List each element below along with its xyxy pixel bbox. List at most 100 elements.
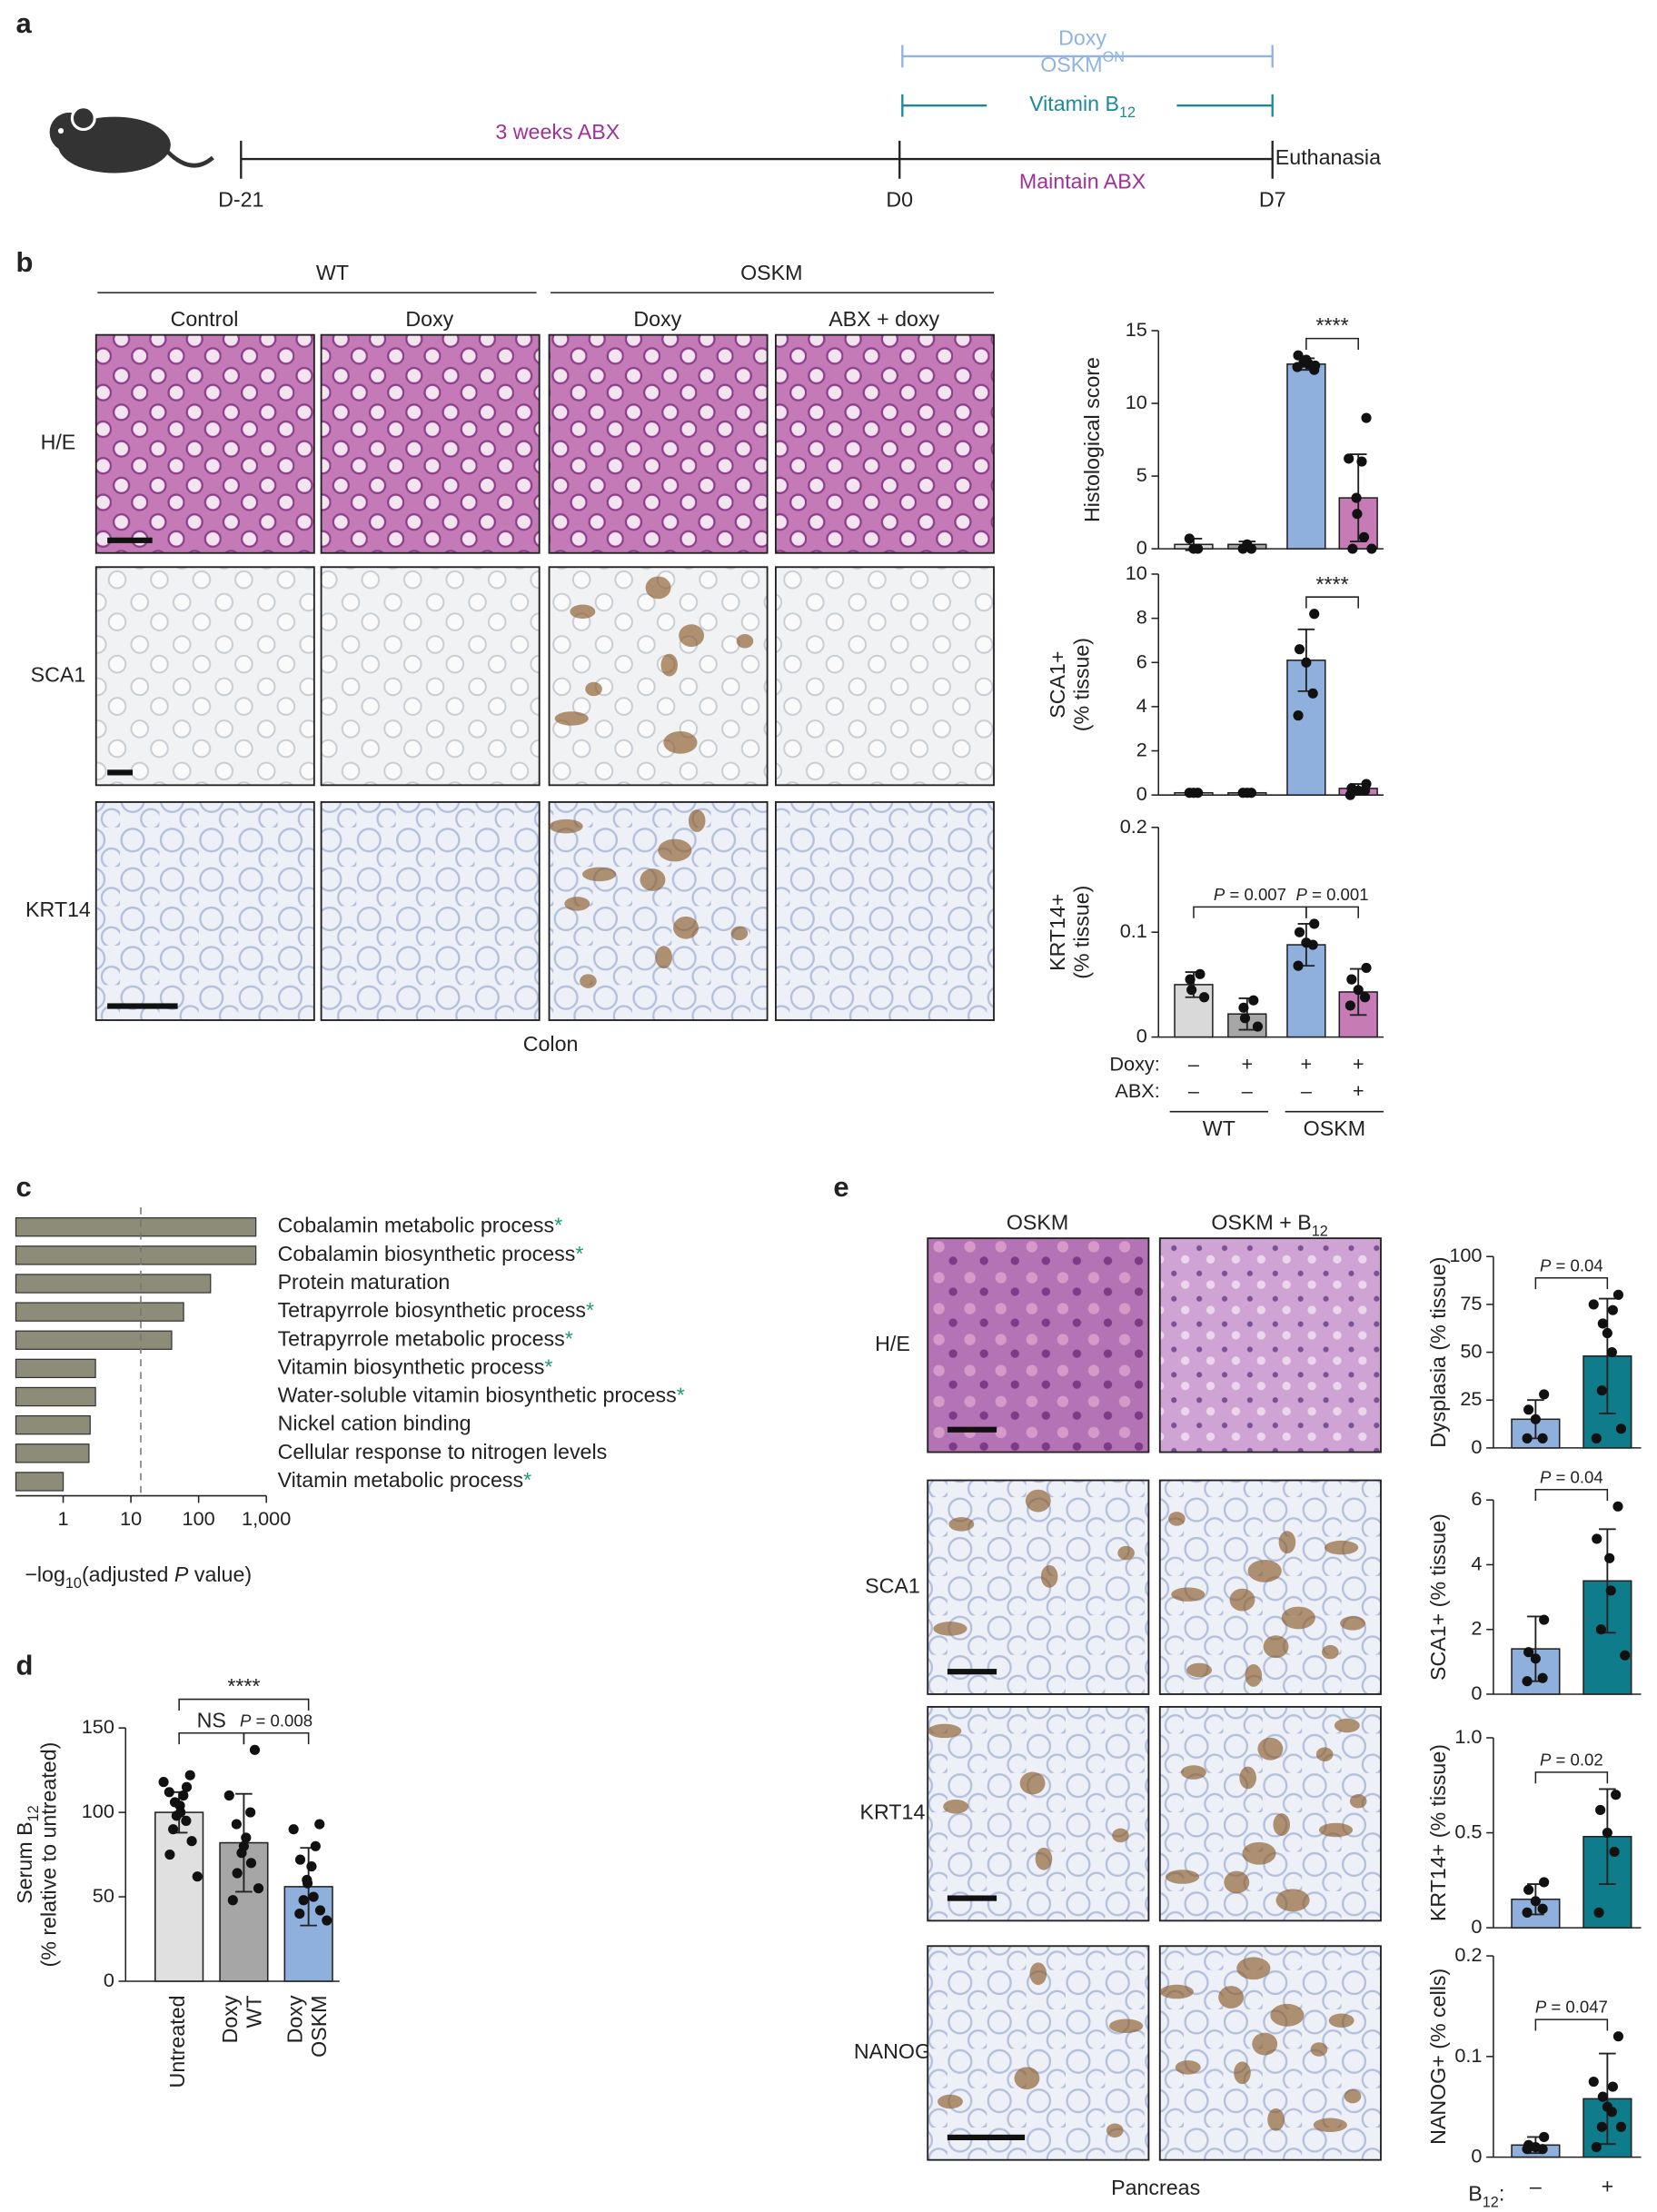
data-point (1301, 657, 1312, 668)
data-point (1344, 453, 1354, 464)
stain (928, 1723, 962, 1739)
stain (943, 1799, 969, 1814)
micrograph (774, 333, 995, 554)
data-point (1294, 644, 1305, 655)
data-point (249, 1744, 261, 1755)
data-point (1609, 1846, 1620, 1858)
y-tick-label: 2 (1471, 1616, 1482, 1639)
stain (1236, 1957, 1271, 1980)
data-point (1539, 2131, 1550, 2143)
y-axis-label: NANOG+ (% cells) (1426, 1969, 1450, 2145)
category-label: Vitamin metabolic process* (278, 1468, 532, 1492)
x-tick-label: Doxy (218, 1995, 242, 2043)
data-point (1593, 1907, 1604, 1918)
stain (554, 711, 589, 726)
bar (1286, 363, 1326, 550)
y-axis-label: Dysplasia (% tissue) (1426, 1256, 1450, 1447)
stain (1263, 1635, 1289, 1659)
data-point (164, 1849, 175, 1860)
stain (580, 974, 597, 988)
data-point (1595, 1804, 1606, 1816)
data-point (294, 1909, 305, 1919)
data-point (1604, 1552, 1615, 1563)
data-point (1537, 1672, 1548, 1683)
bar (15, 1217, 257, 1237)
y-tick-label: 4 (1471, 1552, 1482, 1574)
stain (660, 653, 679, 677)
data-point (184, 1770, 195, 1781)
bar (154, 1811, 204, 1982)
data-point (1620, 1650, 1631, 1661)
y-tick-label: 0 (1471, 1435, 1482, 1458)
data-point (1612, 1501, 1623, 1512)
category-label: Cellular response to nitrogen levels (278, 1440, 608, 1463)
stain (1029, 1962, 1047, 1986)
data-point (168, 1824, 179, 1835)
micrograph (1158, 1479, 1382, 1695)
bar (15, 1386, 96, 1407)
stain (1112, 1828, 1129, 1843)
data-point (1344, 1000, 1355, 1011)
data-point (1596, 1385, 1607, 1396)
y-tick-label: 0 (1136, 536, 1147, 559)
data-point (1595, 1624, 1606, 1635)
stain (1218, 1986, 1245, 2009)
data-point (1346, 974, 1357, 985)
significance-marker: * (523, 1468, 531, 1492)
condition-label: ABX: (1115, 1079, 1159, 1102)
data-point (1602, 1327, 1612, 1339)
column-label: Control (171, 307, 239, 331)
data-point (1597, 1318, 1608, 1329)
stain (1106, 2123, 1124, 2138)
data-point (1199, 992, 1210, 1003)
stain (1273, 1813, 1291, 1836)
data-point (306, 1860, 317, 1872)
y-tick-label: 0.1 (1454, 2044, 1482, 2067)
data-point (1606, 1346, 1617, 1358)
significance-marker: * (565, 1326, 573, 1350)
y-tick-label: 0.5 (1454, 1820, 1482, 1842)
significance-bracket (1534, 1277, 1609, 1290)
stain (1117, 1545, 1135, 1561)
significance-bracket (1305, 906, 1359, 918)
data-point (181, 1815, 192, 1826)
stain (1186, 1662, 1213, 1678)
data-point (245, 1858, 257, 1869)
stain (1109, 2019, 1144, 2033)
scale-bar (947, 1669, 997, 1675)
caption: Pancreas (1111, 2176, 1200, 2199)
category-label: Nickel cation binding (278, 1412, 471, 1435)
scale-bar (107, 1003, 178, 1009)
micrograph (94, 800, 315, 1021)
micrograph (548, 566, 769, 787)
data-point (1361, 962, 1372, 974)
day-label: D7 (1259, 188, 1286, 212)
x-tick-label: Doxy (283, 1995, 307, 2043)
stain (933, 1622, 967, 1636)
data-point (1293, 350, 1304, 361)
bar (15, 1302, 184, 1322)
y-tick-label: 75 (1460, 1292, 1482, 1314)
stain (948, 1517, 975, 1532)
data-point (1597, 2091, 1608, 2102)
stain (1275, 1889, 1310, 1912)
data-point (1530, 1653, 1541, 1664)
bar (15, 1274, 212, 1294)
category-label: Protein maturation (278, 1270, 451, 1294)
x-tick-label: 100 (183, 1507, 215, 1530)
data-point (302, 1878, 313, 1889)
stain (645, 576, 671, 600)
data-point (232, 1868, 243, 1879)
scale-bar (947, 2134, 1026, 2141)
y-axis-label: Serum B12 (13, 1805, 42, 1903)
stain (1334, 1718, 1360, 1733)
x-tick-label: – (1530, 2175, 1542, 2198)
day-label: D0 (886, 188, 913, 212)
micrograph (927, 1479, 1150, 1695)
stain (1224, 1870, 1250, 1894)
annotation: P = 0.02 (1540, 1750, 1603, 1769)
column-label: ABX + doxy (828, 307, 939, 331)
timeline (97, 45, 1274, 293)
row-label: NANOG (854, 2039, 931, 2063)
condition-value: + (1301, 1052, 1313, 1075)
